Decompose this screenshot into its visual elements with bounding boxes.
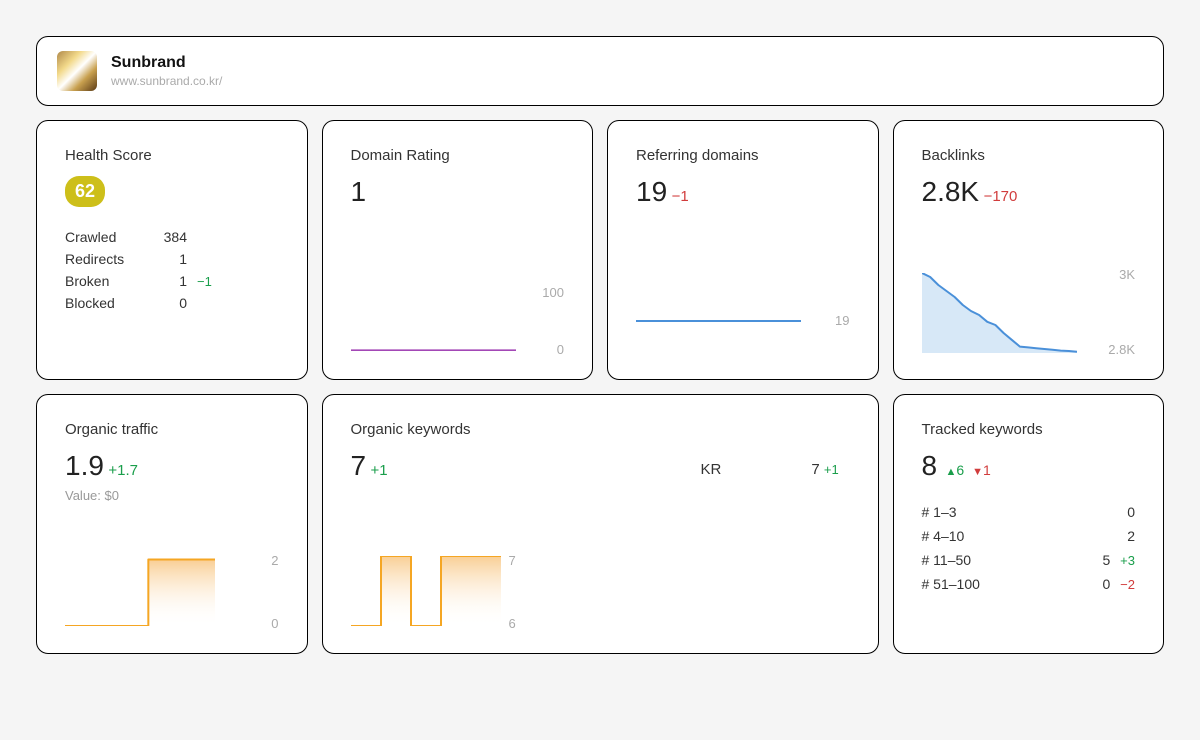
card-title: Backlinks <box>922 147 1136 164</box>
metric-subtext: Value: $0 <box>65 488 279 503</box>
organic-traffic-chart <box>65 556 215 626</box>
stat-delta: −1 <box>197 274 212 289</box>
country-row: KR 7 +1 <box>701 461 839 478</box>
chart-axis-label: 2.8K <box>1108 342 1135 357</box>
range-value: 5 <box>1102 552 1110 568</box>
range-row: # 51–100 0 −2 <box>922 576 1136 592</box>
range-label: # 51–100 <box>922 576 980 592</box>
stat-crawled: Crawled 384 <box>65 229 279 245</box>
site-favicon <box>57 51 97 91</box>
organic-keywords-chart <box>351 556 501 626</box>
chart-axis-label: 2 <box>271 553 278 568</box>
chart-axis-label: 0 <box>557 342 564 357</box>
tracked-down: 1 <box>983 462 991 478</box>
card-title: Domain Rating <box>351 147 565 164</box>
stat-value: 1 <box>157 273 187 289</box>
metric-value: 7 <box>351 450 367 481</box>
tracked-keywords-card[interactable]: Tracked keywords 8 ▲6 ▼1 # 1–3 0 # 4–10 … <box>893 394 1165 654</box>
metric-delta: +1.7 <box>108 462 138 479</box>
chart-axis-label: 0 <box>271 616 278 631</box>
site-title: Sunbrand <box>111 54 222 72</box>
health-score-badge: 62 <box>65 176 105 207</box>
referring-domains-card[interactable]: Referring domains 19 −1 19 <box>607 120 879 380</box>
site-url: www.sunbrand.co.kr/ <box>111 74 222 88</box>
tracked-ranges: # 1–3 0 # 4–10 2 # 11–50 5 +3 # 51–100 0… <box>922 504 1136 592</box>
range-label: # 11–50 <box>922 552 972 568</box>
stat-value: 0 <box>157 295 187 311</box>
metric-delta: −1 <box>672 188 689 205</box>
stat-label: Blocked <box>65 295 147 311</box>
chart-axis-label: 19 <box>835 313 849 328</box>
card-title: Referring domains <box>636 147 850 164</box>
stat-value: 1 <box>157 251 187 267</box>
site-header: Sunbrand www.sunbrand.co.kr/ <box>36 36 1164 106</box>
range-row: # 4–10 2 <box>922 528 1136 544</box>
domain-rating-chart <box>351 291 516 351</box>
caret-down-icon: ▼ <box>972 466 983 478</box>
card-title: Health Score <box>65 147 279 164</box>
site-info: Sunbrand www.sunbrand.co.kr/ <box>111 54 222 88</box>
backlinks-card[interactable]: Backlinks 2.8K −170 3K 2.8K <box>893 120 1165 380</box>
stat-label: Crawled <box>65 229 147 245</box>
country-value: 7 <box>811 461 819 478</box>
organic-traffic-card[interactable]: Organic traffic 1.9 +1.7 Value: $0 2 0 <box>36 394 308 654</box>
stat-broken: Broken 1 −1 <box>65 273 279 289</box>
referring-domains-chart <box>636 291 801 351</box>
metric-value: 1 <box>351 176 367 207</box>
domain-rating-card[interactable]: Domain Rating 1 100 0 <box>322 120 594 380</box>
backlinks-chart <box>922 273 1077 353</box>
metric-delta: +1 <box>371 462 388 479</box>
stat-blocked: Blocked 0 <box>65 295 279 311</box>
card-title: Organic keywords <box>351 421 631 438</box>
range-label: # 1–3 <box>922 504 957 520</box>
range-row: # 1–3 0 <box>922 504 1136 520</box>
range-value: 2 <box>1127 528 1135 544</box>
chart-axis-label: 6 <box>509 616 516 631</box>
range-delta: +3 <box>1120 553 1135 568</box>
caret-up-icon: ▲ <box>946 466 957 478</box>
metric-value: 2.8K <box>922 176 980 207</box>
card-title: Organic traffic <box>65 421 279 438</box>
metric-delta: −170 <box>984 188 1018 205</box>
metric-value: 8 <box>922 450 938 481</box>
chart-axis-label: 7 <box>509 553 516 568</box>
organic-keywords-card[interactable]: Organic keywords 7 +1 KR 7 +1 7 6 <box>322 394 879 654</box>
health-stats: Crawled 384 Redirects 1 Broken 1 −1 Bloc… <box>65 229 279 311</box>
chart-axis-label: 3K <box>1119 267 1135 282</box>
metric-value: 1.9 <box>65 450 104 481</box>
card-title: Tracked keywords <box>922 421 1136 438</box>
stat-value: 384 <box>157 229 187 245</box>
country-delta: +1 <box>824 462 839 477</box>
range-delta: −2 <box>1120 577 1135 592</box>
metric-value: 19 <box>636 176 667 207</box>
health-score-card[interactable]: Health Score 62 Crawled 384 Redirects 1 … <box>36 120 308 380</box>
stat-redirects: Redirects 1 <box>65 251 279 267</box>
tracked-up: 6 <box>956 462 964 478</box>
stat-label: Broken <box>65 273 147 289</box>
chart-axis-label: 100 <box>542 285 564 300</box>
range-label: # 4–10 <box>922 528 965 544</box>
stat-label: Redirects <box>65 251 147 267</box>
country-code: KR <box>701 461 722 478</box>
range-value: 0 <box>1102 576 1110 592</box>
range-value: 0 <box>1127 504 1135 520</box>
range-row: # 11–50 5 +3 <box>922 552 1136 568</box>
